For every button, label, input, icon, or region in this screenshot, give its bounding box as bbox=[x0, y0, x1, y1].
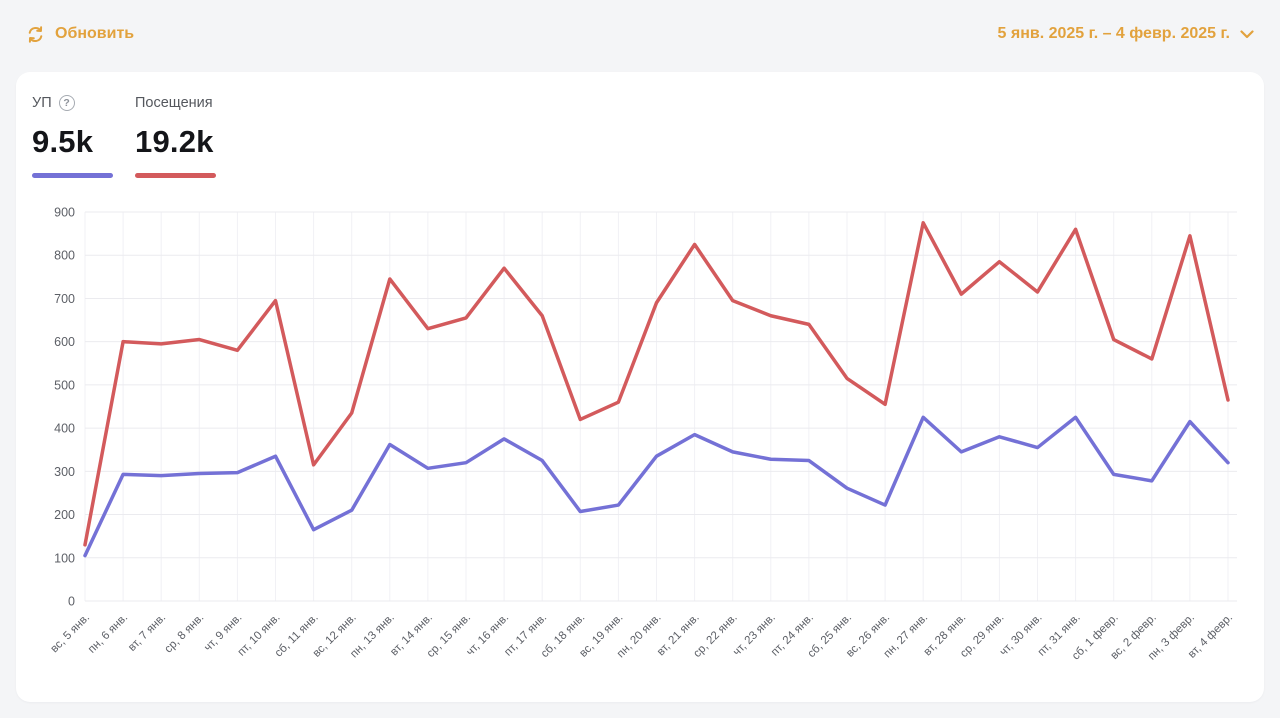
x-axis-label: вс, 5 янв. bbox=[49, 612, 93, 656]
refresh-label: Обновить bbox=[55, 25, 135, 42]
help-icon[interactable]: ? bbox=[58, 95, 75, 111]
x-axis-label: ср, 8 янв. bbox=[163, 612, 207, 656]
refresh-button[interactable]: Обновить bbox=[26, 25, 134, 44]
y-axis-label: 300 bbox=[54, 465, 75, 479]
toolbar: Обновить 5 янв. 2025 г. – 4 февр. 2025 г… bbox=[0, 0, 1280, 68]
stat-up-value: 9.5k bbox=[32, 124, 94, 159]
y-axis-label: 400 bbox=[54, 422, 75, 436]
refresh-icon bbox=[28, 25, 43, 43]
stat-up-underline bbox=[32, 173, 113, 179]
date-range-selector[interactable]: 5 янв. 2025 г. – 4 февр. 2025 г. bbox=[998, 25, 1254, 43]
stat-visits-value: 19.2k bbox=[135, 124, 214, 159]
y-axis-label: 100 bbox=[54, 551, 75, 565]
stats-legend: УП ? 9.5k Посещения 19.2k bbox=[32, 94, 216, 179]
date-range-label: 5 янв. 2025 г. – 4 февр. 2025 г. bbox=[997, 25, 1230, 42]
line-chart: 0 100 200 300 400 500 600 700 800 900 вс, 5 янв.пн… bbox=[49, 206, 1237, 663]
stat-visits: Посещения 19.2k bbox=[135, 94, 216, 179]
y-axis-label: 0 bbox=[68, 595, 75, 609]
y-axis-label: 700 bbox=[54, 292, 75, 306]
stat-visits-underline bbox=[135, 173, 216, 179]
series-line-visits bbox=[83, 221, 1230, 547]
chart-card: УП ? 9.5k Посещения 19.2k 0 100 200 300 400 5… bbox=[16, 72, 1264, 702]
stat-up: УП ? 9.5k bbox=[32, 94, 113, 179]
y-axis-label: 600 bbox=[54, 335, 75, 349]
y-axis-label: 900 bbox=[54, 206, 75, 220]
stat-up-label: УП bbox=[32, 95, 52, 111]
stat-visits-label: Посещения bbox=[135, 95, 213, 111]
y-axis-label: 500 bbox=[54, 378, 75, 392]
x-axis-label: пн, 6 янв. bbox=[86, 612, 130, 656]
series-line-up bbox=[83, 415, 1230, 558]
y-axis-label: 200 bbox=[54, 508, 75, 522]
y-axis-label: 800 bbox=[54, 249, 75, 263]
chevron-down-icon bbox=[1240, 29, 1254, 38]
